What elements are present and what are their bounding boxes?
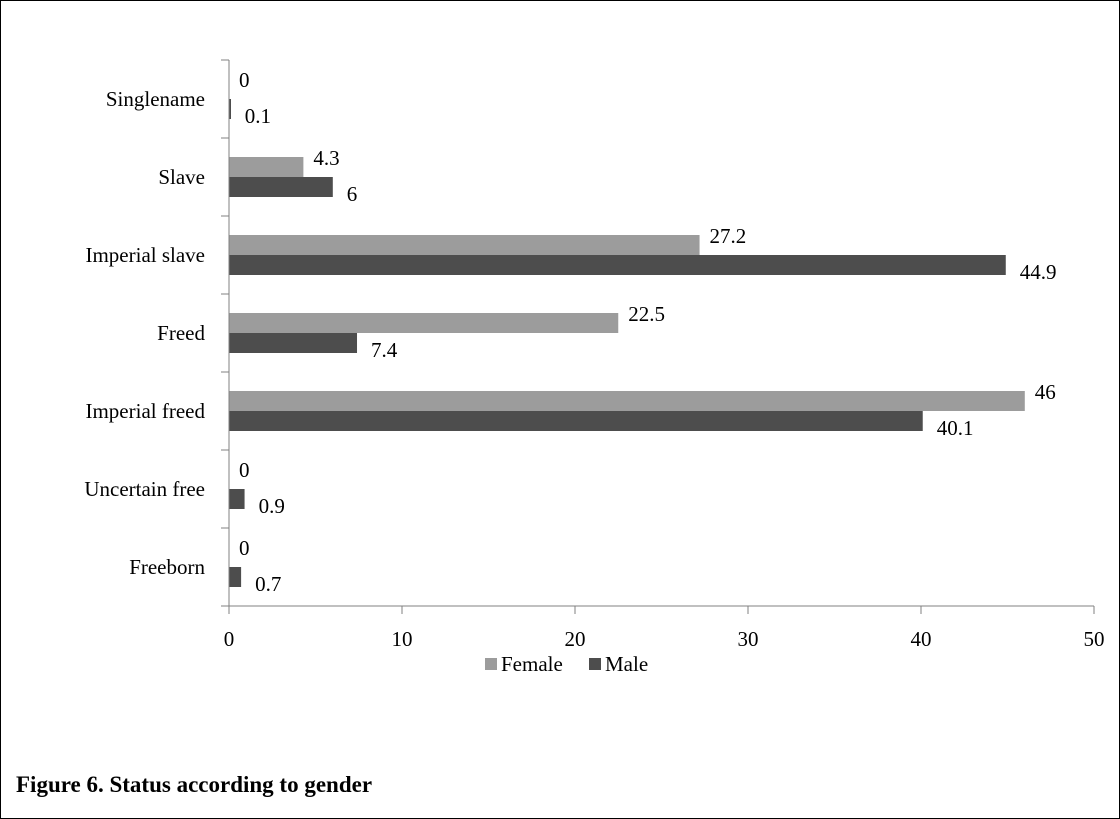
bar-male (229, 567, 242, 587)
bar-male (229, 489, 245, 509)
data-label-male: 0.9 (259, 494, 285, 518)
legend-label: Male (605, 652, 648, 676)
x-tick-label: 0 (224, 627, 235, 651)
legend-label: Female (501, 652, 563, 676)
category-label: Freeborn (129, 555, 205, 579)
data-label-male: 40.1 (937, 416, 974, 440)
category-label: Uncertain free (84, 477, 205, 501)
bar-male (229, 177, 333, 197)
data-label-male: 6 (347, 182, 358, 206)
category-label: Freed (157, 321, 205, 345)
bar-female (229, 157, 304, 177)
plot-labels: 0 10 20 30 40 50 Singlename 0 0.1 Slave 4.3 6 Imperi… (84, 68, 1104, 651)
legend: Female Male (485, 652, 648, 676)
bar-female (229, 313, 619, 333)
data-label-male: 44.9 (1020, 260, 1057, 284)
data-label-female: 0 (239, 68, 250, 92)
data-label-female: 4.3 (313, 146, 339, 170)
category-label: Slave (158, 165, 205, 189)
bar-female (229, 235, 700, 255)
figure-caption: Figure 6. Status according to gender (16, 772, 373, 797)
category-label: Imperial freed (85, 399, 205, 423)
category-label: Imperial slave (85, 243, 205, 267)
plot-axes (221, 59, 1095, 614)
plot-bars (229, 99, 1025, 587)
x-tick-label: 50 (1084, 627, 1105, 651)
data-label-female: 27.2 (710, 224, 747, 248)
x-tick-label: 30 (738, 627, 759, 651)
data-label-male: 0.7 (255, 572, 281, 596)
bar-male (229, 411, 923, 431)
data-label-female: 46 (1035, 380, 1056, 404)
legend-swatch (485, 658, 497, 670)
bar-male (229, 333, 358, 353)
x-tick-label: 10 (392, 627, 413, 651)
data-label-female: 0 (239, 536, 250, 560)
category-label: Singlename (106, 87, 205, 111)
data-label-male: 0.1 (245, 104, 271, 128)
data-label-female: 22.5 (628, 302, 665, 326)
data-label-male: 7.4 (371, 338, 398, 362)
legend-swatch (589, 658, 601, 670)
bar-male (229, 255, 1006, 275)
x-tick-label: 20 (565, 627, 586, 651)
bar-female (229, 391, 1025, 411)
bar-male (229, 99, 231, 119)
data-label-female: 0 (239, 458, 250, 482)
x-tick-label: 40 (911, 627, 932, 651)
